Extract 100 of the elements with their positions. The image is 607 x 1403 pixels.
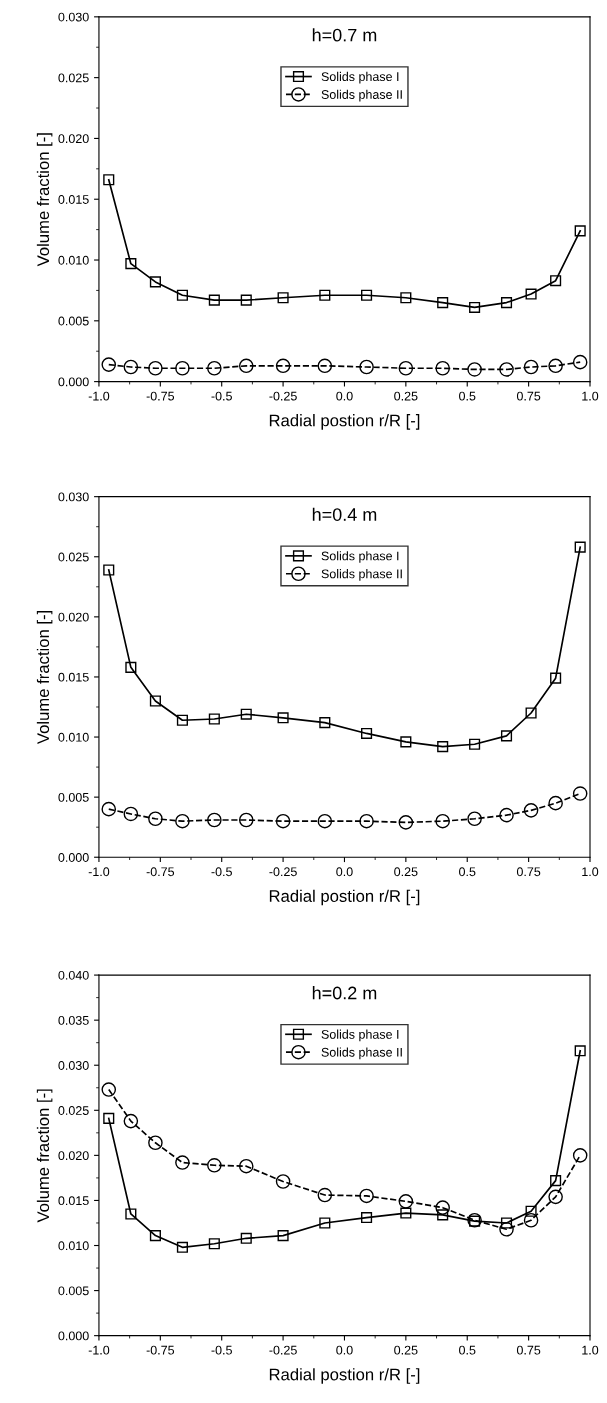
x-tick-label: -0.5 [211, 867, 232, 877]
point [207, 1157, 222, 1173]
point [238, 358, 254, 374]
point [437, 1209, 449, 1221]
y-tick-label: 0.035 [58, 1015, 89, 1025]
point [149, 1230, 161, 1242]
point [101, 801, 117, 817]
x-tick-label: 0.0 [336, 867, 353, 877]
legend-label: Solids phase I [321, 1029, 399, 1042]
point [361, 289, 373, 301]
point [317, 358, 333, 374]
point [175, 360, 190, 376]
point [277, 292, 289, 304]
y-tick-label: 0.005 [58, 316, 89, 326]
y-tick-label: 0.010 [58, 732, 89, 742]
point [550, 1175, 562, 1187]
point [398, 815, 414, 830]
point [400, 736, 412, 748]
point [500, 297, 513, 309]
point [176, 714, 188, 726]
point [176, 1241, 188, 1253]
y-tick-label: 0.030 [58, 492, 89, 502]
y-tick-label: 0.000 [58, 377, 89, 387]
x-tick-label: -0.75 [146, 1345, 175, 1355]
y-tick-label: 0.005 [58, 1286, 89, 1296]
legend-label: Solids phase II [321, 569, 402, 581]
point [400, 292, 412, 304]
point [149, 276, 161, 288]
point [548, 1189, 563, 1205]
point [435, 813, 450, 829]
point [123, 806, 139, 822]
x-tick-label: -1.0 [88, 1345, 110, 1355]
x-tick-label: 0.25 [394, 1345, 418, 1355]
x-tick-label: 0.5 [459, 391, 476, 401]
point [500, 1217, 513, 1229]
y-tick-label: 0.025 [58, 1106, 89, 1115]
x-tick-label: 0.0 [336, 1345, 353, 1355]
point [525, 1205, 537, 1217]
y-tick-label: 0.040 [58, 970, 89, 980]
x-axis-title: Radial postion r/R [-] [269, 1368, 420, 1384]
point [207, 360, 222, 376]
x-tick-label: 1.0 [582, 867, 599, 877]
point [148, 1135, 163, 1151]
point [275, 1174, 291, 1189]
y-tick-label: 0.020 [58, 612, 89, 622]
point [240, 1232, 252, 1244]
y-tick-label: 0.010 [58, 1241, 89, 1251]
x-tick-label: -1.0 [88, 391, 110, 401]
x-tick-label: 0.0 [336, 391, 353, 401]
y-axis-title: Volume fraction [-] [36, 133, 53, 267]
x-tick-label: 0.5 [459, 867, 476, 877]
legend-label: Solids phase II [321, 1047, 402, 1060]
point [435, 1200, 450, 1215]
point [548, 358, 563, 374]
x-tick-label: 0.75 [516, 391, 541, 401]
x-tick-label: -0.75 [146, 391, 175, 401]
point [398, 360, 414, 376]
x-tick-label: 0.75 [516, 867, 541, 877]
point [572, 786, 588, 801]
point [572, 1148, 588, 1163]
x-tick-label: -0.25 [269, 1345, 297, 1355]
point [317, 1187, 333, 1203]
y-tick-label: 0.025 [58, 73, 89, 83]
point [361, 1212, 373, 1224]
point [101, 357, 117, 372]
x-tick-label: -0.5 [211, 1345, 232, 1355]
legend-label: Solids phase I [321, 71, 399, 84]
y-tick-label: 0.030 [58, 12, 89, 22]
point [123, 1113, 139, 1129]
x-tick-label: 0.25 [394, 391, 418, 401]
point [175, 813, 190, 829]
point [125, 258, 137, 270]
y-tick-label: 0.015 [58, 672, 89, 682]
point [359, 359, 374, 375]
point [574, 225, 586, 237]
chart-title: h=0.4 m [312, 507, 377, 521]
point [317, 813, 333, 829]
point [525, 707, 537, 719]
point [207, 812, 222, 828]
point [103, 1112, 115, 1124]
point [572, 354, 588, 370]
point [525, 288, 537, 300]
x-tick-label: -0.5 [211, 391, 232, 401]
point [437, 297, 449, 309]
point [400, 1207, 412, 1219]
y-tick-label: 0.000 [58, 853, 89, 862]
x-tick-label: -0.75 [146, 867, 175, 877]
y-tick-label: 0.020 [58, 134, 89, 144]
point [176, 289, 188, 301]
point [103, 564, 115, 576]
point [208, 713, 220, 725]
y-tick-label: 0.020 [58, 1151, 89, 1161]
point [208, 294, 220, 306]
point [469, 738, 481, 750]
point [101, 1082, 117, 1097]
point [574, 1045, 586, 1057]
point [148, 360, 163, 376]
point [359, 813, 374, 829]
point [148, 811, 163, 827]
point [149, 695, 161, 707]
